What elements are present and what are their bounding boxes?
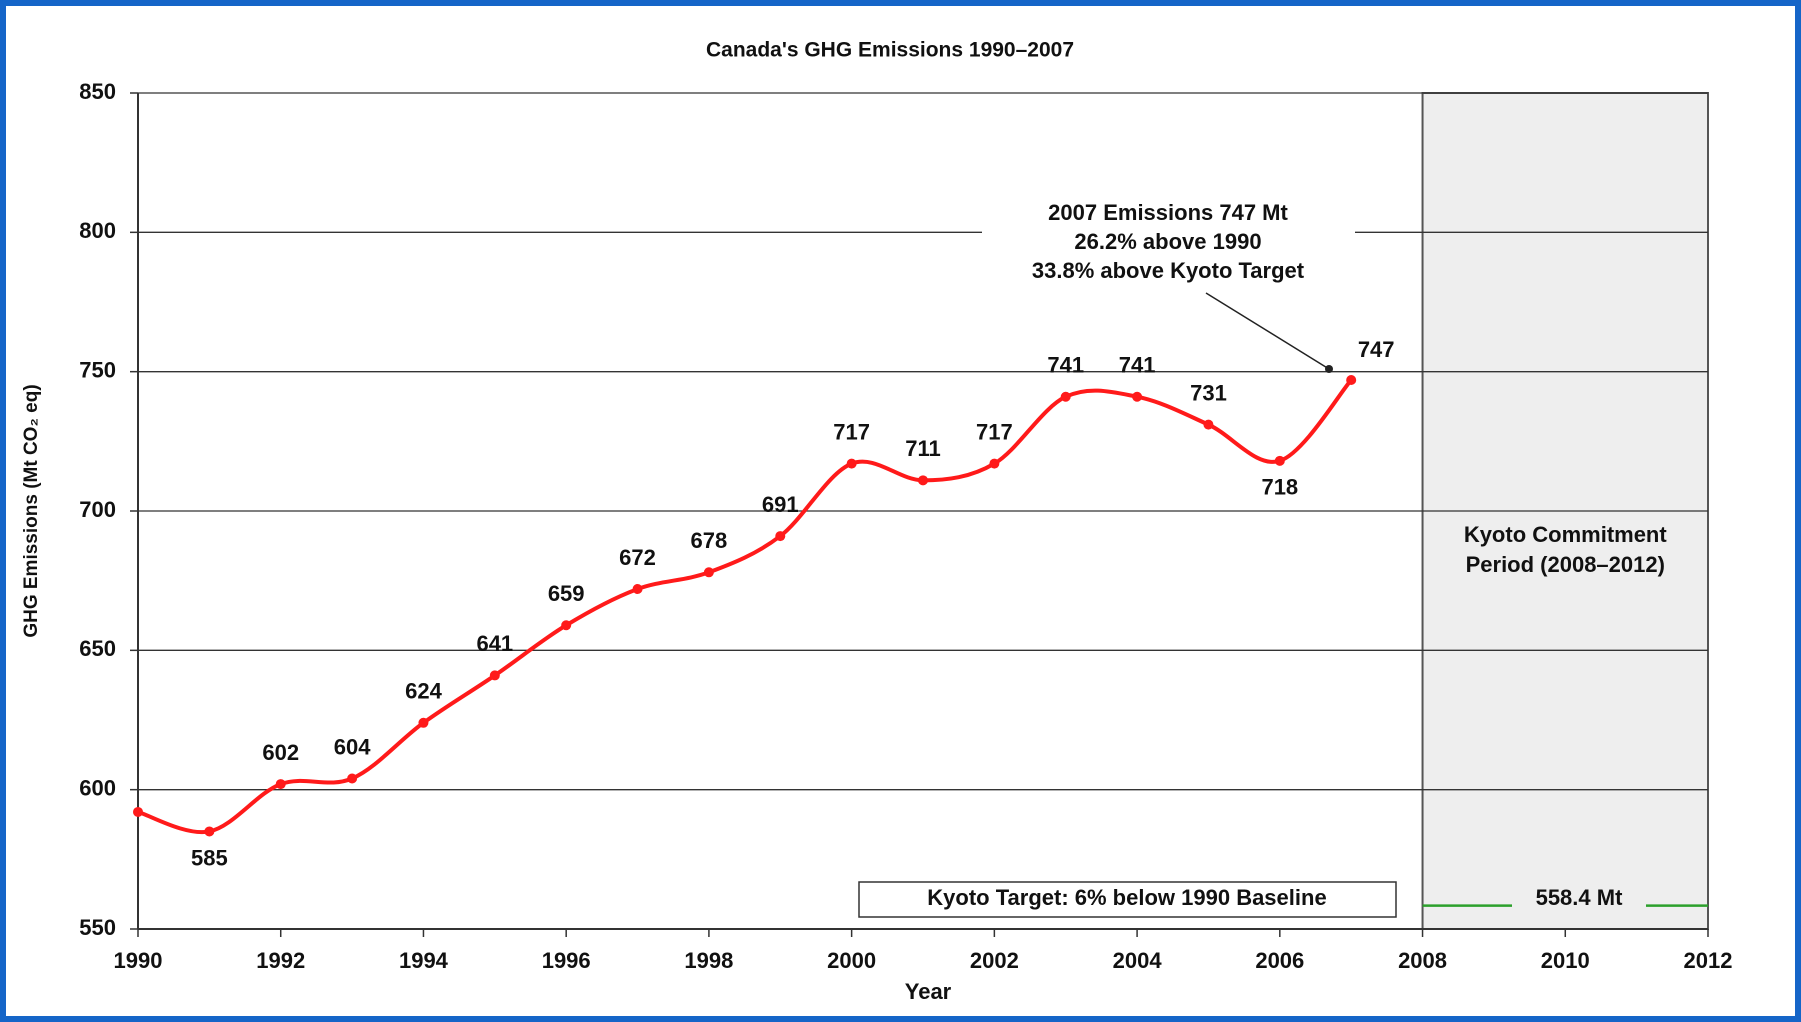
data-label: 717	[833, 419, 870, 444]
data-point	[632, 584, 643, 595]
data-label: 718	[1261, 475, 1298, 500]
data-point	[489, 670, 500, 681]
data-label: 691	[762, 492, 799, 517]
data-label: 672	[619, 545, 656, 570]
data-label: 731	[1190, 380, 1227, 405]
data-label: 711	[905, 436, 941, 461]
x-tick-label: 1990	[114, 948, 163, 973]
y-tick-label: 650	[79, 636, 116, 661]
data-point	[133, 806, 143, 817]
data-point	[1274, 455, 1285, 466]
target-label: 558.4 Mt	[1536, 885, 1623, 910]
annotation: 2007 Emissions 747 Mt	[1048, 200, 1288, 225]
x-tick-label: 1992	[256, 948, 305, 973]
data-point	[347, 773, 358, 784]
x-tick-label: 2006	[1255, 948, 1304, 973]
data-label: 585	[191, 845, 228, 870]
x-tick-label: 1994	[399, 948, 449, 973]
period-label: Kyoto Commitment	[1464, 522, 1668, 547]
data-label: 717	[976, 419, 1013, 444]
data-label: 602	[262, 740, 299, 765]
data-point	[1132, 391, 1143, 402]
data-point	[846, 458, 857, 469]
data-label: 624	[405, 679, 442, 704]
y-tick-label: 800	[79, 218, 116, 243]
x-axis-label: Year	[905, 979, 952, 1004]
data-point	[1203, 419, 1214, 430]
annotation-bg	[982, 200, 1355, 288]
data-point	[1060, 391, 1071, 402]
y-axis-label: GHG Emissions (Mt CO₂ eq)	[21, 384, 42, 637]
annotation-pointer	[1205, 292, 1330, 370]
data-point	[561, 620, 572, 631]
data-point	[1346, 375, 1357, 386]
period-label: Period (2008–2012)	[1466, 552, 1665, 577]
data-label: 678	[691, 528, 728, 553]
data-label: 741	[1119, 353, 1156, 378]
data-point	[418, 717, 429, 728]
data-point	[918, 475, 928, 486]
data-label: 604	[334, 734, 371, 759]
annotation-dot	[1325, 365, 1333, 373]
data-label: 659	[548, 581, 585, 606]
annotation: 33.8% above Kyoto Target	[1032, 258, 1305, 283]
x-tick-label: 2008	[1398, 948, 1447, 973]
data-point	[204, 826, 215, 837]
target-note: Kyoto Target: 6% below 1990 Baseline	[927, 885, 1326, 910]
y-tick-label: 750	[79, 357, 116, 382]
x-tick-label: 2010	[1541, 948, 1590, 973]
data-point	[703, 567, 714, 578]
x-tick-label: 1998	[684, 948, 733, 973]
x-tick-label: 2004	[1113, 948, 1163, 973]
y-tick-label: 850	[79, 79, 116, 104]
x-tick-label: 2002	[970, 948, 1019, 973]
data-point	[989, 458, 1000, 469]
data-label: 741	[1047, 353, 1084, 378]
data-label: 641	[476, 631, 513, 656]
x-tick-label: 2012	[1684, 948, 1733, 973]
y-tick-label: 700	[79, 497, 116, 522]
y-tick-label: 600	[79, 775, 116, 800]
chart-title: Canada's GHG Emissions 1990–2007	[706, 39, 1074, 62]
target-label-bg	[1512, 886, 1646, 914]
x-tick-label: 1996	[542, 948, 591, 973]
x-tick-label: 2000	[827, 948, 876, 973]
annotation: 26.2% above 1990	[1074, 229, 1261, 254]
target-note-box	[858, 881, 1397, 918]
data-point	[775, 531, 786, 542]
data-label: 747	[1358, 337, 1395, 362]
y-tick-label: 550	[79, 915, 116, 940]
data-point	[275, 779, 286, 790]
